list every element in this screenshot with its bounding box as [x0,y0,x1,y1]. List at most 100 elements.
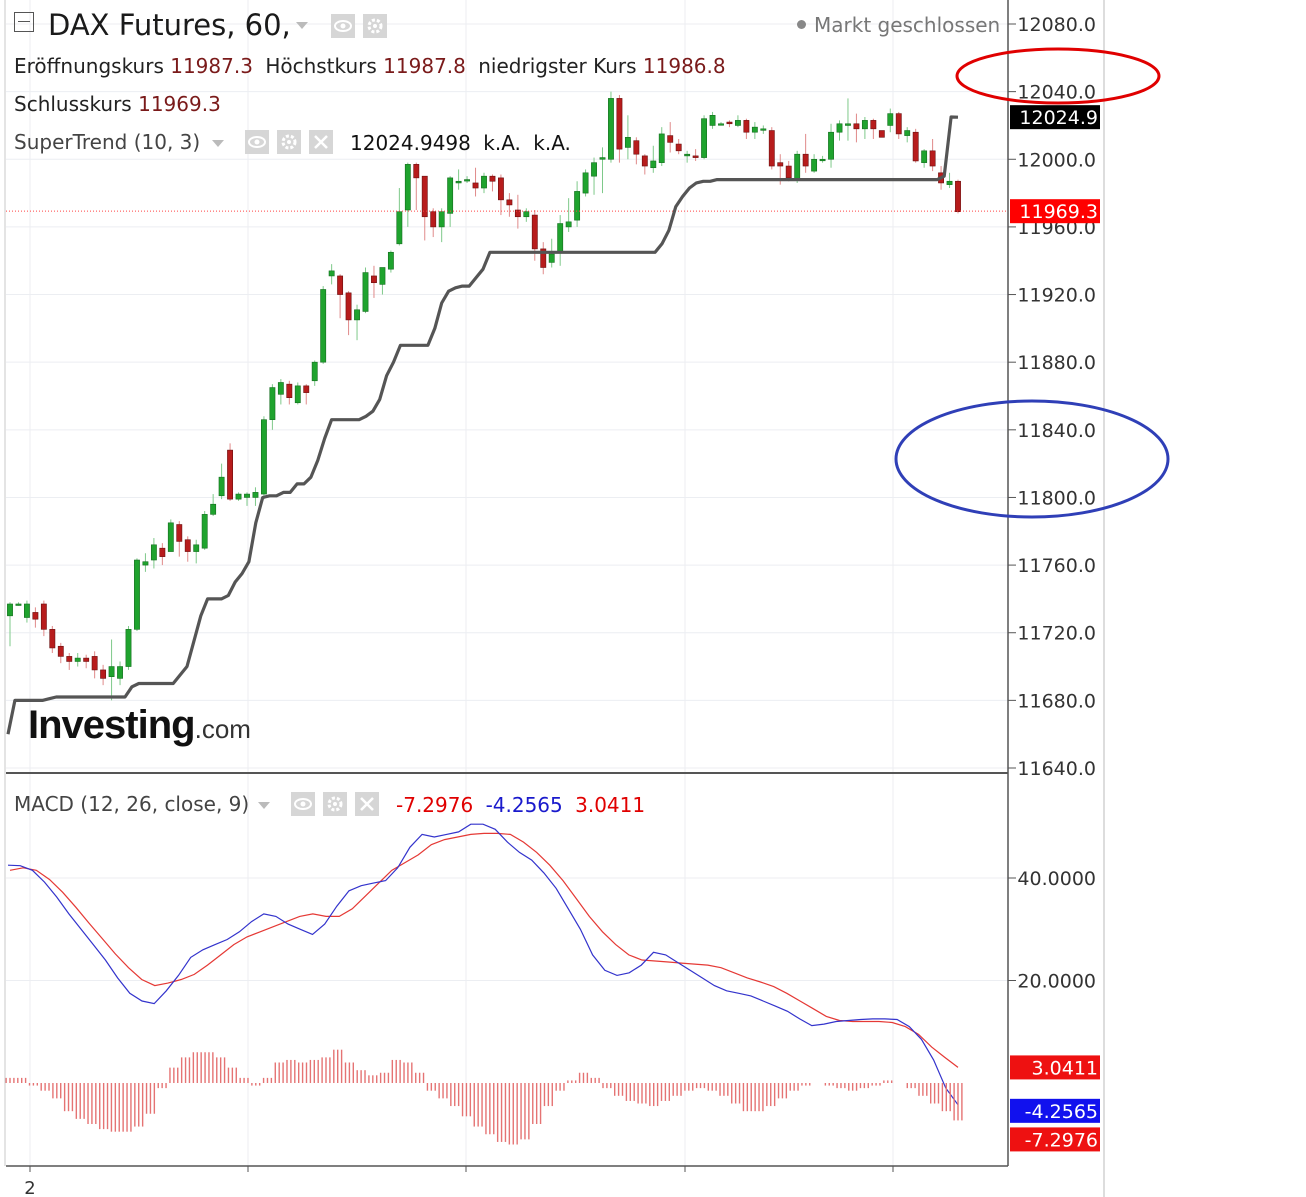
gear-icon[interactable] [277,130,301,154]
candle-body [760,128,767,131]
close-value: 11969.3 [138,92,221,116]
candle-body [557,223,564,253]
candle-body [599,157,606,160]
candle-body [83,657,90,662]
candle-body [751,126,758,133]
price-tick-label: 11920.0 [1017,285,1096,307]
candlesticks [6,91,1008,701]
candle-body [608,98,614,160]
eye-icon[interactable] [291,792,315,816]
close-icon[interactable] [309,130,333,154]
candle-body [735,120,741,126]
candle-body [523,211,530,218]
collapse-toggle[interactable] [14,12,34,32]
investing-logo: Investing.com [28,703,251,748]
candle-body [650,160,657,169]
candle-body [159,547,166,557]
eye-icon[interactable] [331,14,355,38]
candle-body [167,522,174,552]
candle-body [701,118,707,158]
gear-icon[interactable] [363,14,387,38]
candle-body [404,164,411,211]
time-tick-label: 2 [24,1178,35,1197]
candle-body [201,514,208,549]
candle-body [311,361,318,382]
candle-body [49,629,56,649]
candle-body [320,289,327,363]
candle-body [74,657,81,662]
supertrend-legend: SuperTrend (10, 3) [14,130,201,154]
candle-body [150,544,157,561]
eye-icon[interactable] [245,130,269,154]
price-tick-label: 12000.0 [1017,149,1096,171]
candle-body [591,162,597,177]
chevron-down-icon[interactable] [296,22,308,29]
candle-body [337,275,344,295]
candle-body [904,130,911,136]
macd-main-line [7,823,959,1106]
candle-body [421,175,428,218]
candle-body [726,121,733,125]
close-icon[interactable] [355,792,379,816]
candle-body [108,666,115,677]
candle-body [878,130,885,138]
macd-tick-label: 40.0000 [1017,868,1096,890]
candle-body [514,209,521,218]
candle-body [227,449,233,500]
candle-body [777,162,784,167]
candle-body [286,383,293,398]
symbol-title: DAX Futures, 60, [48,8,291,42]
gear-icon[interactable] [323,792,347,816]
candle-body [91,656,98,671]
candle-body [24,603,30,618]
candle-body [684,153,691,157]
candle-body [853,123,860,130]
candle-body [819,158,826,162]
signal-value-tag: 3.0411 [1032,1057,1098,1079]
supertrend-path [6,115,959,735]
candle-body [887,113,894,126]
supertrend-values: 12024.9498 k.A. k.A. [350,131,571,155]
candle-body [548,253,555,263]
candle-body [464,179,470,182]
candle-body [218,476,225,497]
candle-body [870,120,877,130]
candle-body [447,177,454,214]
supertrend-value: 12024.9498 [350,131,471,155]
candle-body [743,120,750,133]
axis-labels: 11640.0 11680.0 11720.0 11760.0 11800.0 11840… [24,14,1100,1197]
supertrend-line [6,115,959,735]
logo-suffix: .com [194,714,251,744]
candle-body [768,130,775,167]
candle-body [15,603,22,606]
candle-body [7,603,13,617]
macd-lines [7,823,959,1106]
candle-body [912,131,919,162]
candle-body [692,155,699,158]
candle-body [387,251,394,270]
candle-body [633,140,640,155]
high-value: 11987.8 [383,54,466,78]
candle-body [836,123,843,133]
macd-signal-line [9,832,959,1068]
price-tick-label: 11800.0 [1017,487,1096,509]
price-tick-label: 11720.0 [1017,623,1096,645]
candle-body [641,155,648,167]
chevron-down-icon[interactable] [258,802,270,809]
chevron-down-icon[interactable] [212,140,224,147]
candle-body [371,275,377,284]
candle-body [802,153,809,167]
macd-tick-label: 20.0000 [1017,971,1096,993]
candle-body [261,419,267,495]
macd-grid [6,774,1008,1166]
supertrend-na-2: k.A. [533,131,571,155]
candle-body [675,143,682,152]
candle-body [184,539,191,552]
low-label: niedrigster Kurs [478,54,637,78]
candle-body [294,385,301,404]
candle-body [667,135,674,143]
candle-body [861,120,868,130]
price-tick-label: 11840.0 [1017,420,1096,442]
